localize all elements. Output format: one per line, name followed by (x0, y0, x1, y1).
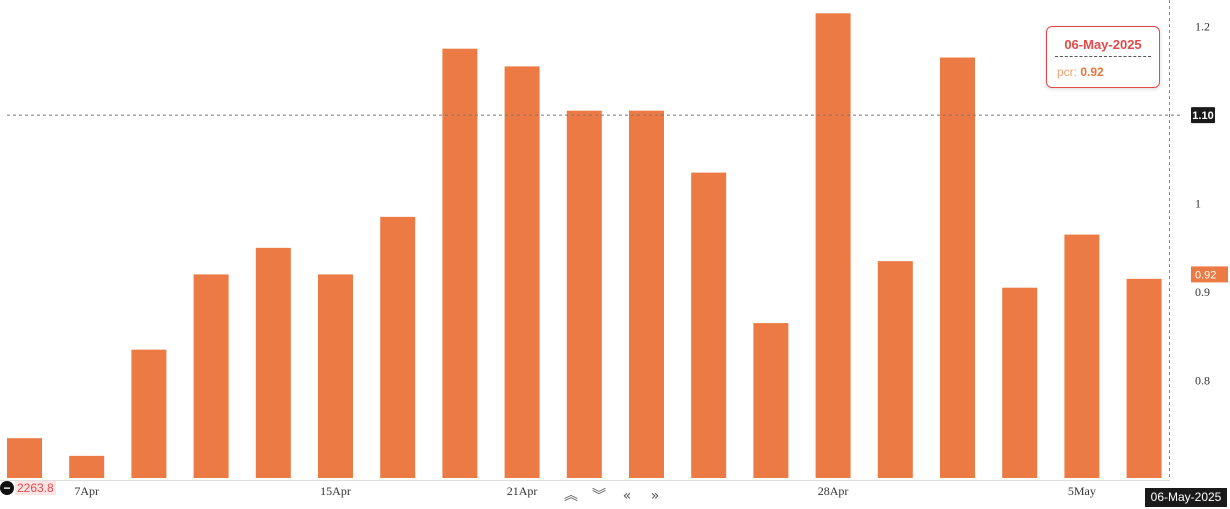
bar-16 (1002, 287, 1038, 478)
bar-7 (442, 48, 478, 479)
y-tick-label-4: 0.8 (1195, 374, 1210, 388)
x-tick-label-0: 7Apr (74, 484, 99, 498)
bar-3 (193, 274, 229, 478)
collapse-icon[interactable]: − (0, 481, 14, 495)
y-tick-label-0: 1.2 (1195, 20, 1210, 34)
pan-right-icon[interactable]: » (650, 488, 660, 504)
tooltip-row: pcr: 0.92 (1057, 65, 1104, 79)
bar-15 (940, 57, 975, 478)
crosshair-date-tag: 06-May-2025 (1145, 488, 1227, 507)
bar-13 (815, 13, 851, 479)
y-tick-label-3: 0.9 (1195, 285, 1210, 299)
chart-navigation: ︽ ︾ « » (562, 486, 664, 506)
bar-5 (318, 274, 353, 478)
bar-2 (131, 349, 167, 478)
bar-17 (1064, 234, 1100, 478)
bar-11 (691, 172, 727, 478)
bottom-left-value: 2263.8 (15, 481, 56, 495)
bar-9 (566, 110, 602, 479)
last-value-tag: 0.92 (1195, 269, 1216, 281)
bar-18 (1126, 278, 1162, 478)
bar-6 (380, 216, 416, 479)
pan-left-icon[interactable]: « (622, 488, 632, 504)
bottom-left-readout: − 2263.8 (0, 481, 56, 495)
bar-0 (7, 438, 42, 478)
last-value-tag-bg (1191, 266, 1228, 283)
x-tick-label-2: 21Apr (507, 484, 538, 498)
bar-1 (69, 455, 105, 478)
x-tick-label-4: 5May (1068, 484, 1096, 498)
hover-tooltip: 06-May-2025 pcr: 0.92 (1046, 26, 1160, 88)
bar-14 (877, 261, 913, 478)
bar-10 (629, 110, 664, 479)
bar-12 (753, 323, 789, 478)
x-tick-label-1: 15Apr (320, 484, 351, 498)
scroll-up-icon[interactable]: ︽ (564, 488, 578, 504)
crosshair-value-tag-bg (1191, 107, 1215, 124)
x-tick-label-3: 28Apr (818, 484, 849, 498)
tooltip-date: 06-May-2025 (1055, 37, 1151, 57)
tooltip-key: pcr: (1057, 65, 1078, 79)
bar-8 (504, 66, 540, 478)
crosshair-value-tag: 1.10 (1192, 110, 1213, 122)
tooltip-value: 0.92 (1080, 65, 1104, 79)
bar-4 (255, 247, 291, 478)
y-tick-label-2: 1 (1195, 197, 1201, 211)
scroll-down-icon[interactable]: ︾ (592, 488, 606, 504)
